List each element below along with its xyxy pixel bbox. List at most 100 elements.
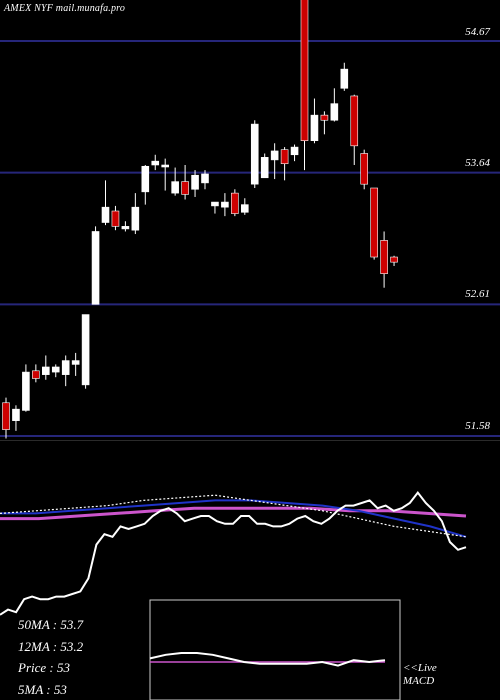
candle: [101, 180, 110, 226]
candle: [22, 364, 30, 412]
candle: [241, 198, 249, 215]
candle-body: [330, 103, 339, 121]
live-macd-label: <<Live: [403, 662, 437, 674]
candle: [161, 158, 169, 191]
macd-line: [149, 652, 386, 667]
candle: [330, 88, 339, 122]
candle: [2, 397, 10, 439]
candle-body: [71, 360, 80, 365]
candle-body: [260, 157, 269, 179]
candle-body: [270, 150, 279, 161]
candle: [380, 231, 388, 288]
candle-body: [191, 174, 199, 190]
candle: [181, 164, 189, 200]
candle-body: [280, 149, 289, 165]
candle-body: [360, 153, 369, 185]
candle: [310, 98, 319, 144]
candle-body: [320, 114, 329, 121]
candle-body: [81, 314, 90, 386]
ma5-label: 5MA : 53: [18, 681, 67, 697]
candle-body: [41, 366, 50, 375]
indicator-chart: [0, 440, 500, 700]
y-tick-label: 52.61: [465, 288, 490, 300]
candle-body: [241, 204, 249, 213]
candle: [300, 0, 309, 171]
macd-label: MACD: [403, 675, 435, 687]
candle-body: [370, 187, 378, 258]
candle-body: [141, 165, 150, 193]
candle-body: [380, 240, 388, 274]
y-tick-label: 54.67: [465, 26, 490, 38]
macd-caption: <<Live MACD: [403, 662, 437, 688]
candle-body: [340, 68, 349, 89]
candle-body: [290, 146, 299, 156]
candle-body: [300, 0, 309, 142]
price-label: Price : 53: [18, 660, 70, 675]
candle: [280, 147, 289, 181]
candle: [131, 193, 140, 235]
candle-body: [221, 201, 229, 208]
candle-body: [32, 370, 40, 379]
candle: [121, 221, 130, 232]
candle: [350, 94, 359, 165]
candle-body: [231, 192, 239, 214]
candle: [270, 143, 279, 180]
candle-body: [350, 95, 359, 147]
blue-average-line: [0, 499, 467, 538]
candle: [32, 364, 40, 383]
candle: [141, 164, 150, 205]
candle-body: [2, 402, 10, 430]
ma12-label: 12MA : 53.2: [18, 638, 84, 654]
candle-body: [250, 123, 259, 185]
candle-body: [91, 231, 100, 305]
candle-body: [211, 201, 219, 207]
candle: [370, 187, 378, 260]
candle-body: [101, 206, 110, 223]
candle-body: [22, 371, 30, 411]
candle: [191, 170, 199, 197]
candle-body: [171, 181, 179, 194]
pink-signal-line: [0, 506, 467, 521]
candle-body: [12, 408, 20, 421]
candle: [61, 355, 70, 387]
candle-body: [151, 160, 160, 166]
white-indicator-line: [0, 490, 467, 616]
candle: [81, 314, 90, 389]
candle: [91, 226, 100, 305]
candle: [340, 62, 349, 91]
ticker-title: AMEX NYF mail.munafa.pro: [4, 3, 126, 14]
candle: [231, 189, 239, 217]
moving-average-legend: 50MA : 53.7 12MA : 53.2 Price : 53 5MA :…: [18, 614, 83, 700]
candle-body: [390, 256, 398, 263]
candle-body: [51, 366, 60, 373]
candle: [71, 352, 80, 376]
candle: [12, 405, 20, 431]
macd-box: [149, 599, 401, 700]
y-tick-label: 51.58: [465, 420, 490, 432]
candle: [111, 205, 120, 231]
candle: [290, 144, 299, 162]
candle: [360, 149, 369, 190]
price-candlestick-chart: [0, 0, 500, 439]
candle-body: [161, 164, 169, 168]
candle: [211, 201, 219, 214]
candle: [250, 120, 259, 189]
ma50-label: 50MA : 53.7: [18, 617, 84, 632]
candle: [221, 193, 229, 217]
candle: [51, 364, 60, 378]
candle-body: [111, 210, 120, 227]
candle-body: [61, 360, 70, 375]
candle: [151, 154, 160, 171]
candle: [320, 111, 329, 135]
candle-body: [181, 181, 189, 195]
candle-body: [201, 173, 209, 184]
candle-body: [131, 206, 140, 231]
candle: [390, 255, 398, 266]
candle: [171, 167, 179, 196]
candle-body: [310, 114, 319, 142]
candle-body: [121, 226, 130, 230]
dotted-average-line: [0, 494, 467, 538]
candle: [41, 355, 50, 380]
y-tick-label: 53.64: [465, 157, 490, 169]
